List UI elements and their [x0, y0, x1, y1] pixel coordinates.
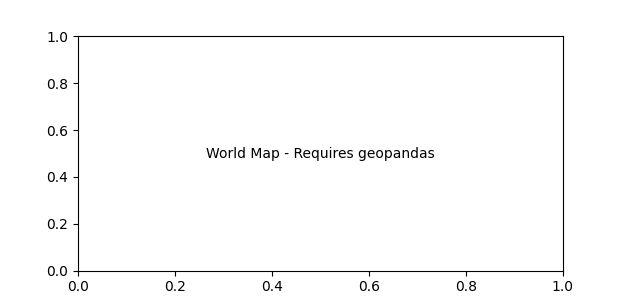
Text: World Map - Requires geopandas: World Map - Requires geopandas — [206, 147, 435, 161]
